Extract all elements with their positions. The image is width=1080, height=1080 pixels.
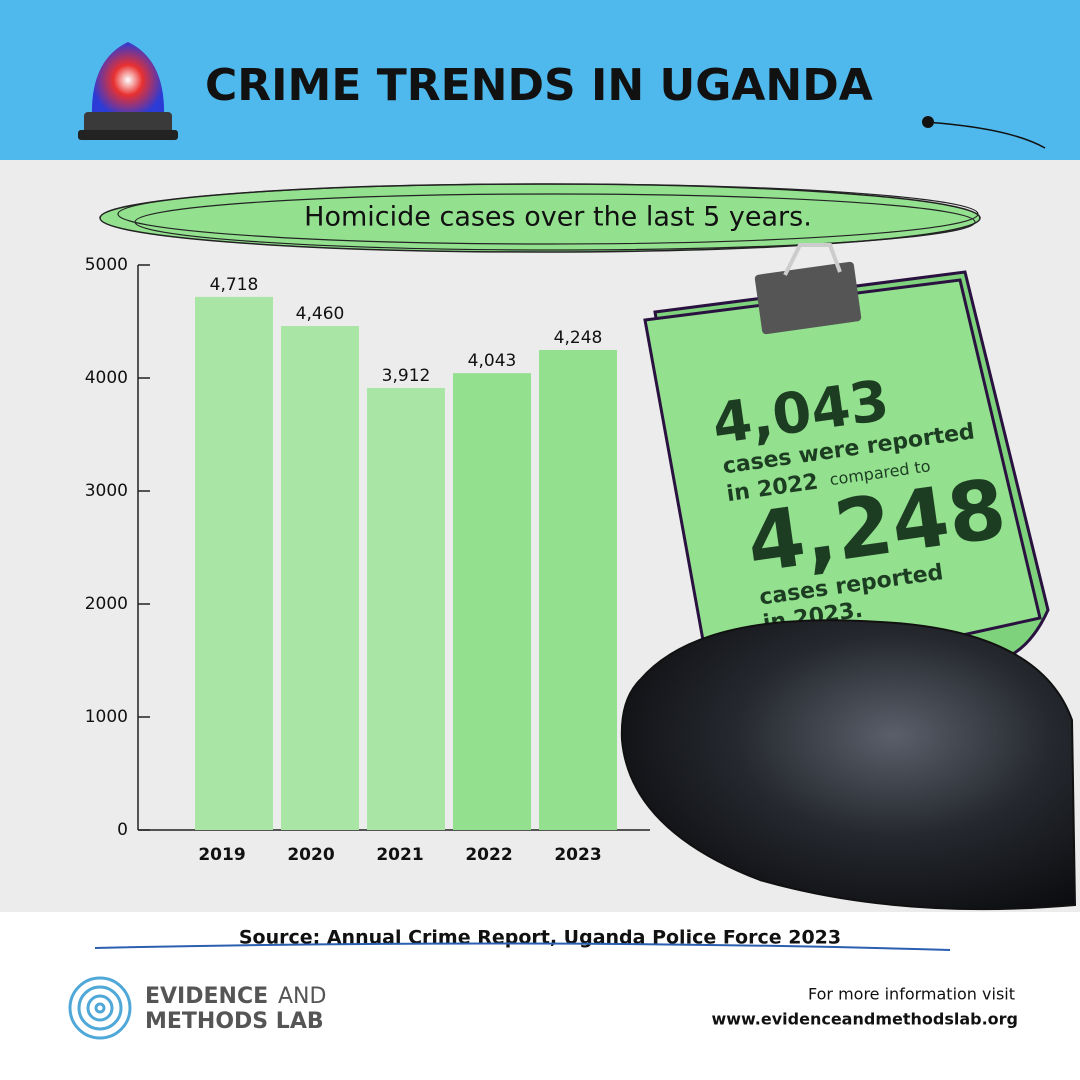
header-swoosh [924, 121, 1046, 149]
bar [281, 326, 359, 830]
x-tick-label: 2022 [465, 845, 512, 865]
source-underline [94, 942, 951, 951]
x-tick-label: 2021 [376, 845, 423, 865]
y-tick-label: 4000 [85, 368, 128, 388]
brand: AND [278, 984, 326, 1009]
brand: EVIDENCE [145, 984, 268, 1009]
y-tick-label: 5000 [85, 255, 128, 275]
value-label: 4,248 [554, 328, 603, 348]
subtitle-badge [99, 183, 981, 253]
bar [367, 387, 445, 830]
footer-info: For more information visit [808, 985, 1015, 1004]
siren-icon [78, 42, 178, 140]
header-band [0, 0, 1080, 160]
header-title: CRIME TRENDS IN UGANDA [205, 60, 873, 111]
y-tick-label: 3000 [85, 481, 128, 501]
note-card [643, 243, 1050, 702]
value-label: 4,460 [296, 304, 345, 324]
brand: METHODS LAB [145, 1009, 324, 1034]
x-tick-label: 2020 [287, 845, 334, 865]
value-label: 4,043 [468, 351, 517, 371]
bar [539, 349, 617, 830]
footer-url: www.evidenceandmethodslab.org [711, 1010, 1018, 1029]
y-tick-label: 2000 [85, 594, 128, 614]
x-tick-label: 2023 [554, 845, 601, 865]
logo-icon [68, 976, 132, 1040]
y-tick-label: 0 [117, 820, 128, 840]
y-tick-label: 1000 [85, 707, 128, 727]
value-label: 3,912 [382, 366, 431, 386]
chart-title: Homicide cases over the last 5 years. [304, 202, 812, 233]
bar [195, 296, 273, 831]
x-tick-label: 2019 [198, 845, 245, 865]
bar [453, 373, 531, 830]
crime-scene-photo [620, 619, 1077, 911]
header-dot [922, 116, 934, 128]
value-label: 4,718 [210, 275, 259, 295]
